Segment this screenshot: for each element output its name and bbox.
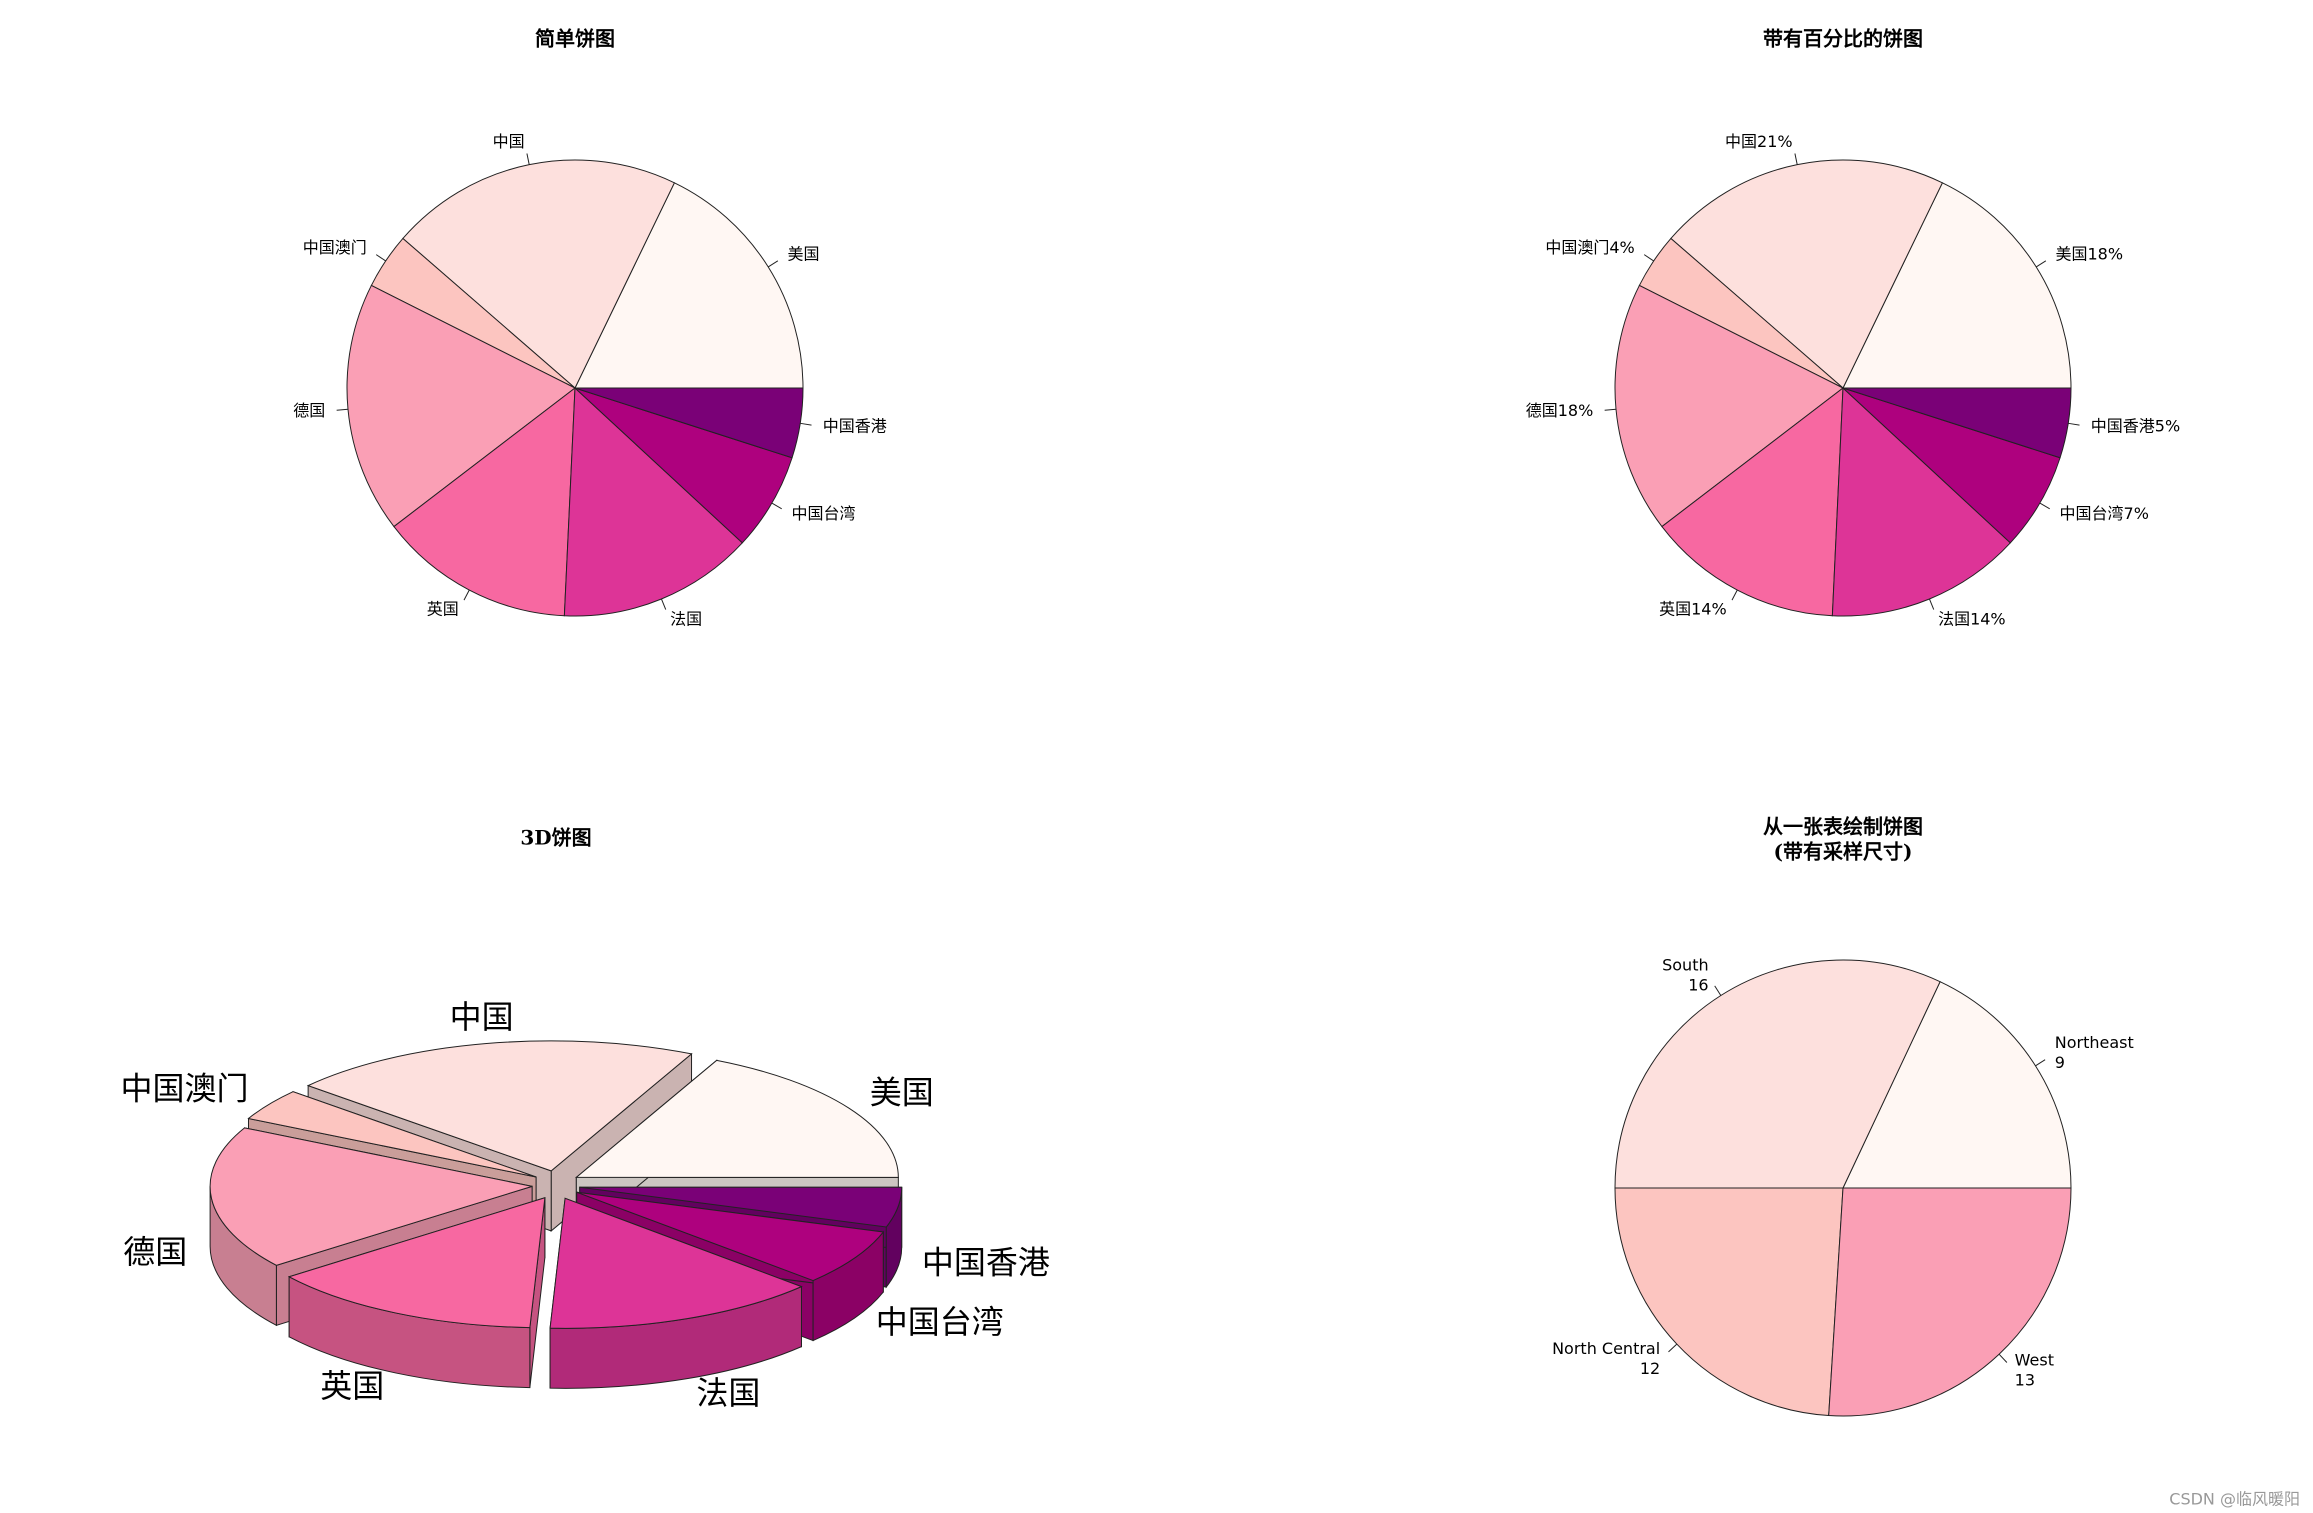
slice-top (247, 1091, 537, 1178)
slice-label: 德国 (293, 401, 325, 420)
label-tick (1998, 1353, 2008, 1363)
label-tick (1928, 598, 1935, 610)
slice-top (209, 1127, 533, 1266)
slice-label: 中国澳门 (120, 1069, 248, 1107)
slice-label: 中国台湾7% (2060, 504, 2149, 523)
slice-label: 中国香港 (823, 416, 887, 435)
slice-label: 中国澳门 (303, 238, 367, 257)
pie-slice (346, 284, 576, 528)
slice-top (579, 1186, 903, 1228)
label-tick (1714, 985, 1722, 996)
slice-label: 英国 (320, 1367, 384, 1405)
chart-title: 从一张表绘制饼图 (1763, 815, 1923, 839)
slice-label: Northeast (2055, 1033, 2134, 1052)
slice-label: 法国 (696, 1374, 760, 1412)
slice-label: 英国 (427, 600, 459, 619)
slice-label: 法国14% (1938, 610, 2006, 629)
label-tick (800, 422, 812, 426)
slice-top (287, 1197, 546, 1329)
label-tick (463, 589, 470, 601)
label-tick (2035, 260, 2047, 268)
pie3d-slice (287, 1197, 546, 1389)
slice-label: 中国澳门4% (1545, 238, 1634, 257)
pie-slice (1842, 981, 2072, 1189)
pie-slice (1842, 182, 2072, 389)
chart-title: 3D饼图 (520, 826, 591, 850)
pie-slice (1614, 284, 1844, 528)
slice-top (306, 1040, 693, 1172)
label-tick (526, 153, 530, 165)
slice-top (574, 1059, 899, 1178)
slice-top (576, 1191, 885, 1282)
label-tick (375, 254, 386, 262)
slice-label: 美国 (788, 244, 820, 263)
slice-value: 13 (2015, 1370, 2035, 1389)
label-tick (1668, 1343, 1678, 1353)
slice-label: 中国台湾 (792, 504, 856, 523)
slice-label: 中国香港 (922, 1244, 1050, 1282)
label-tick (2039, 502, 2050, 510)
slice-label: 美国 (870, 1074, 934, 1112)
label-tick (771, 502, 782, 510)
pie-slice (574, 182, 804, 389)
slice-label: 法国 (670, 610, 702, 629)
slice-label: North Central (1552, 1339, 1660, 1358)
watermark: CSDN @临风暖阳 (2169, 1490, 2300, 1509)
pie-slice (1661, 386, 1844, 617)
slice-label: 德国18% (1526, 401, 1594, 420)
chart-title: 带有百分比的饼图 (1763, 27, 1923, 51)
slice-top (549, 1197, 803, 1329)
pie-slice (1614, 1187, 1844, 1417)
label-tick (1794, 153, 1798, 165)
slice-label: 中国 (493, 132, 525, 151)
pie-slice (393, 386, 576, 617)
label-tick (1643, 254, 1654, 262)
chart-title: 简单饼图 (535, 27, 615, 51)
slice-label: 中国香港5% (2091, 416, 2180, 435)
slice-label: 中国21% (1725, 132, 1793, 151)
chart-subtitle: (带有采样尺寸) (1774, 840, 1913, 864)
label-tick (767, 260, 779, 268)
slice-label: West (2015, 1350, 2054, 1369)
slice-label: South (1662, 956, 1709, 975)
label-tick (2035, 1059, 2046, 1067)
pie-slice (1614, 959, 1941, 1189)
slice-label: 中国台湾 (876, 1303, 1004, 1341)
pie3d-slice (549, 1197, 803, 1389)
label-tick (1604, 408, 1617, 411)
slice-value: 9 (2055, 1053, 2065, 1072)
label-tick (660, 598, 667, 610)
slice-label: 美国18% (2056, 244, 2124, 263)
label-tick (336, 408, 349, 411)
slice-label: 中国 (450, 998, 514, 1036)
label-tick (2068, 422, 2080, 426)
slice-label: 德国 (123, 1233, 187, 1271)
slice-label: 英国14% (1659, 600, 1727, 619)
slice-value: 16 (1688, 976, 1708, 995)
label-tick (1731, 589, 1738, 601)
slice-value: 12 (1640, 1359, 1660, 1378)
